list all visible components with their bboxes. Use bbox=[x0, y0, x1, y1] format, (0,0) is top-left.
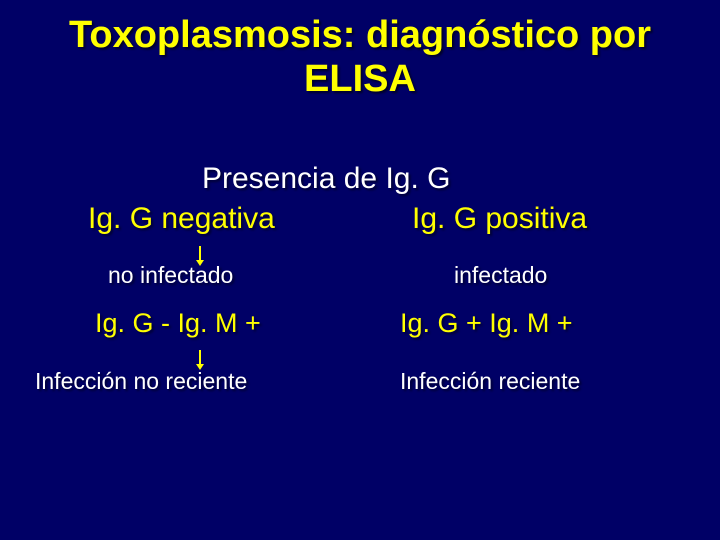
node-infectado: infectado bbox=[454, 262, 547, 289]
node-no-infectado: no infectado bbox=[108, 262, 233, 289]
node-inf-reciente: Infección reciente bbox=[400, 368, 580, 395]
node-igg-minus-igm: Ig. G - Ig. M + bbox=[95, 308, 261, 339]
title-line-2: ELISA bbox=[0, 58, 720, 102]
slide-title: Toxoplasmosis: diagnóstico por ELISA bbox=[0, 0, 720, 101]
node-igg-negative: Ig. G negativa bbox=[88, 202, 275, 236]
node-root: Presencia de Ig. G bbox=[202, 162, 450, 196]
node-igg-plus-igm: Ig. G + Ig. M + bbox=[400, 308, 573, 339]
title-line-1: Toxoplasmosis: diagnóstico por bbox=[0, 14, 720, 58]
node-inf-no-reciente: Infección no reciente bbox=[35, 368, 247, 395]
node-igg-positive: Ig. G positiva bbox=[412, 202, 587, 236]
slide: Toxoplasmosis: diagnóstico por ELISA Pre… bbox=[0, 0, 720, 540]
